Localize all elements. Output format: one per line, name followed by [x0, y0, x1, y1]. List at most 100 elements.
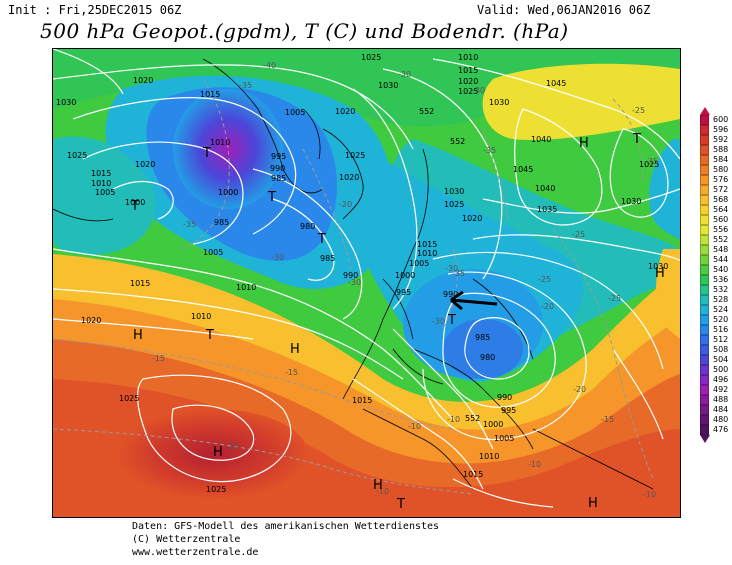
pressure-center-label: H	[290, 342, 300, 357]
isobar-label: 1025	[444, 200, 464, 209]
isobar-label: 980	[300, 222, 315, 231]
isobar-label: 1000	[218, 188, 238, 197]
isobar-label: 1045	[546, 79, 566, 88]
legend-level-label: 600	[713, 115, 729, 124]
isobar-label: 985	[475, 333, 490, 342]
isobar-label: 1020	[135, 160, 155, 169]
isobar-label: 985	[271, 174, 286, 183]
temperature-label: -25	[538, 275, 551, 284]
legend-level-label: 516	[713, 325, 729, 334]
isobar-label: 1010	[210, 138, 230, 147]
pressure-center-label: T	[317, 232, 326, 247]
isobar-label: 1020	[462, 214, 482, 223]
isobar-label: 1030	[621, 197, 641, 206]
legend-level-label: 572	[713, 185, 729, 194]
footer-copyright: (C) Wetterzentrale	[132, 534, 241, 545]
legend-level-label: 500	[713, 365, 729, 374]
legend-level-label: 488	[713, 395, 729, 404]
isobar-label: 990	[343, 271, 358, 280]
legend-swatch	[700, 315, 709, 325]
temperature-label: -10	[447, 415, 460, 424]
isobar-label: 1020	[335, 107, 355, 116]
legend-level-label: 564	[713, 205, 729, 214]
weather-map-canvas: 1020103010151010102510201015101010051000…	[53, 49, 680, 517]
isobar-label: 1030	[648, 262, 668, 271]
isobar-label: 1005	[203, 248, 223, 257]
isobar-label: 1010	[417, 249, 437, 258]
legend-level-label: 484	[713, 405, 729, 414]
temperature-label: -25	[632, 106, 645, 115]
legend-level-label: 560	[713, 215, 729, 224]
temperature-label: -10	[376, 487, 389, 496]
legend-swatch	[700, 375, 709, 385]
pressure-center-label: H	[655, 266, 665, 281]
isobar-label: 1030	[444, 187, 464, 196]
isobar-label: 990	[497, 393, 512, 402]
temperature-label: -35	[483, 146, 496, 155]
temperature-label: -35	[183, 220, 196, 229]
isobar-label: 1005	[95, 188, 115, 197]
isobar-label: 1025	[119, 394, 139, 403]
isobars	[53, 49, 680, 508]
temperature-label: -15	[152, 354, 165, 363]
legend-level-label: 476	[713, 425, 729, 434]
legend-swatch	[700, 195, 709, 205]
isobar-label: 1015	[352, 396, 372, 405]
legend-swatch	[700, 235, 709, 245]
legend-level-label: 508	[713, 345, 729, 354]
temperature-label: -20	[339, 200, 352, 209]
legend-level-label: 528	[713, 295, 729, 304]
legend-down-arrow-icon	[700, 435, 710, 443]
temperature-label: -15	[285, 368, 298, 377]
legend-swatch	[700, 285, 709, 295]
legend-swatch	[700, 185, 709, 195]
geopotential-field	[53, 49, 680, 517]
legend-level-label: 492	[713, 385, 729, 394]
temperature-label: -10	[226, 442, 239, 451]
legend-level-label: 544	[713, 255, 729, 264]
isobar-label: 1010	[479, 452, 499, 461]
temperature-label: -30	[445, 264, 458, 273]
isobar-label: 1025	[458, 87, 478, 96]
temperature-label: -35	[239, 81, 252, 90]
legend-swatch	[700, 265, 709, 275]
legend-swatch	[700, 385, 709, 395]
isobar-label: 1010	[458, 53, 478, 62]
isobar-label: 1020	[81, 316, 101, 325]
legend-swatch	[700, 335, 709, 345]
pressure-center-label: T	[396, 497, 405, 512]
isobar-label: 1010	[91, 179, 111, 188]
temperature-label: -15	[601, 415, 614, 424]
temperature-label: -40	[263, 61, 276, 70]
isobar-label: 1025	[361, 53, 381, 62]
legend-swatch	[700, 135, 709, 145]
pressure-center-label: T	[632, 132, 641, 147]
legend-level-label: 552	[713, 235, 729, 244]
legend-level-label: 548	[713, 245, 729, 254]
pressure-center-label: T	[130, 199, 139, 214]
geopotential-label: 552	[465, 414, 480, 423]
legend-level-label: 524	[713, 305, 729, 314]
temperature-label: -20	[573, 385, 586, 394]
isobar-label: 1040	[531, 135, 551, 144]
legend-level-label: 536	[713, 275, 729, 284]
legend-swatch	[700, 215, 709, 225]
legend-level-label: 496	[713, 375, 729, 384]
legend-level-label: 540	[713, 265, 729, 274]
legend-swatch	[700, 345, 709, 355]
legend-level-label: 596	[713, 125, 729, 134]
pressure-center-label: T	[447, 313, 456, 328]
temperature-label: -10	[528, 460, 541, 469]
isobar-label: 1015	[130, 279, 150, 288]
legend-swatch	[700, 415, 709, 425]
pressure-center-label: T	[267, 190, 276, 205]
legend-level-label: 592	[713, 135, 729, 144]
isobar-label: 1035	[537, 205, 557, 214]
legend-swatch	[700, 405, 709, 415]
isobar-label: 1030	[378, 81, 398, 90]
legend-swatch	[700, 225, 709, 235]
isobar-label: 1000	[483, 420, 503, 429]
legend-level-label: 512	[713, 335, 729, 344]
temperature-label: -30	[398, 70, 411, 79]
legend-swatch	[700, 165, 709, 175]
